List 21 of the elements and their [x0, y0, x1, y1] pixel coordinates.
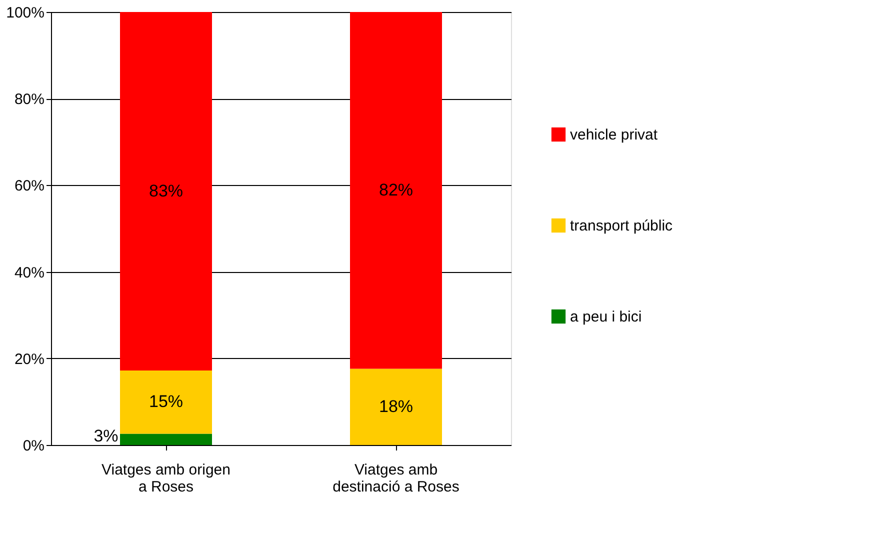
- data-label: 83%: [148, 181, 184, 200]
- bar: [120, 434, 212, 445]
- data-label: 18%: [378, 396, 414, 416]
- y-tick-label: 100%: [6, 4, 44, 22]
- data-label: 15%: [148, 392, 184, 412]
- legend-label: transport públic: [570, 218, 674, 234]
- bar: [120, 12, 212, 371]
- x-tick-label: Viatges amb destinació a Roses: [332, 462, 460, 496]
- bar: [120, 370, 212, 434]
- bar: [350, 368, 442, 445]
- bar: [350, 12, 442, 369]
- x-tick-label: Viatges amb origen a Roses: [102, 462, 230, 496]
- data-label: 82%: [378, 180, 414, 200]
- y-tick-label: 80%: [14, 91, 44, 108]
- legend-label: a peu i bici: [570, 308, 642, 326]
- data-label: 3%: [94, 426, 118, 446]
- y-tick-label: 20%: [14, 350, 44, 368]
- legend-label: vehicle privat: [570, 126, 658, 144]
- y-tick-label: 60%: [14, 178, 44, 195]
- y-tick-label: 40%: [14, 264, 44, 282]
- y-tick-label: 0%: [22, 438, 44, 454]
